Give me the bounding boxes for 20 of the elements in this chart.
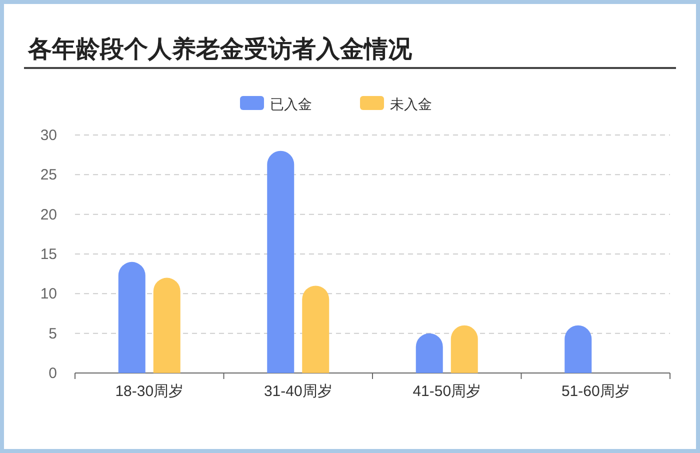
legend-label: 已入金 (270, 96, 312, 112)
x-tick-label: 51-60周岁 (561, 383, 630, 400)
y-tick-label: 5 (48, 325, 57, 342)
legend-label: 未入金 (390, 96, 432, 112)
y-tick-label: 20 (40, 206, 57, 224)
bar (118, 262, 146, 373)
chart-title: 各年龄段个人养老金受访者入金情况 (27, 36, 413, 63)
bar (450, 325, 478, 373)
y-tick-label: 0 (48, 365, 57, 382)
y-tick-label: 25 (40, 166, 57, 184)
bar (302, 286, 330, 373)
y-tick-label: 30 (40, 127, 57, 144)
x-tick-label: 18-30周岁 (115, 383, 184, 400)
x-tick-label: 31-40周岁 (264, 383, 332, 400)
x-tick-label: 41-50周岁 (412, 383, 482, 400)
bar (153, 278, 180, 373)
bar (267, 150, 294, 373)
bar (564, 325, 592, 373)
y-tick-label: 10 (40, 286, 57, 303)
y-tick-label: 15 (40, 246, 57, 263)
